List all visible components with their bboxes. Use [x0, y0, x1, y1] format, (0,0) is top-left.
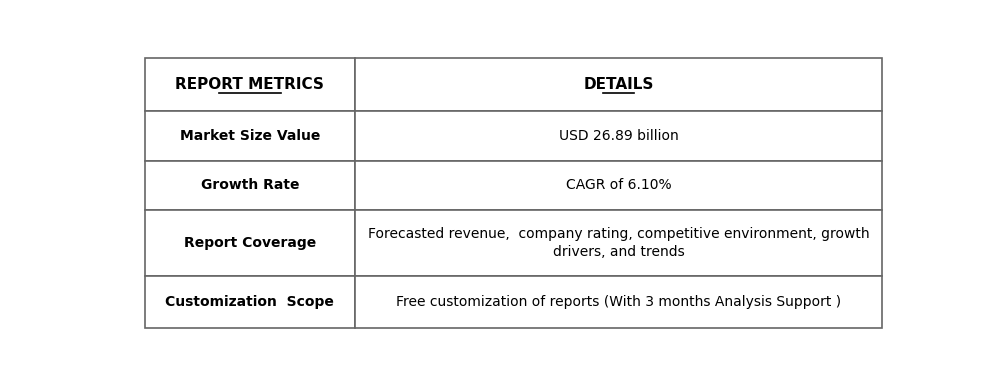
- Bar: [355, 112, 883, 161]
- Bar: [144, 112, 355, 161]
- Bar: [144, 276, 355, 328]
- Text: Free customization of reports (With 3 months Analysis Support ): Free customization of reports (With 3 mo…: [396, 295, 842, 309]
- Bar: [355, 276, 883, 328]
- Text: Market Size Value: Market Size Value: [179, 129, 320, 143]
- Text: Customization  Scope: Customization Scope: [165, 295, 335, 309]
- Text: USD 26.89 billion: USD 26.89 billion: [559, 129, 678, 143]
- Text: Growth Rate: Growth Rate: [200, 178, 299, 193]
- Bar: [144, 210, 355, 276]
- Text: REPORT METRICS: REPORT METRICS: [175, 77, 325, 92]
- Bar: [355, 210, 883, 276]
- Bar: [144, 58, 355, 112]
- Text: Forecasted revenue,  company rating, competitive environment, growth
drivers, an: Forecasted revenue, company rating, comp…: [368, 227, 870, 259]
- Text: Report Coverage: Report Coverage: [183, 236, 316, 250]
- Bar: [144, 161, 355, 210]
- Bar: [355, 58, 883, 112]
- Text: DETAILS: DETAILS: [583, 77, 654, 92]
- Bar: [355, 161, 883, 210]
- Text: CAGR of 6.10%: CAGR of 6.10%: [566, 178, 671, 193]
